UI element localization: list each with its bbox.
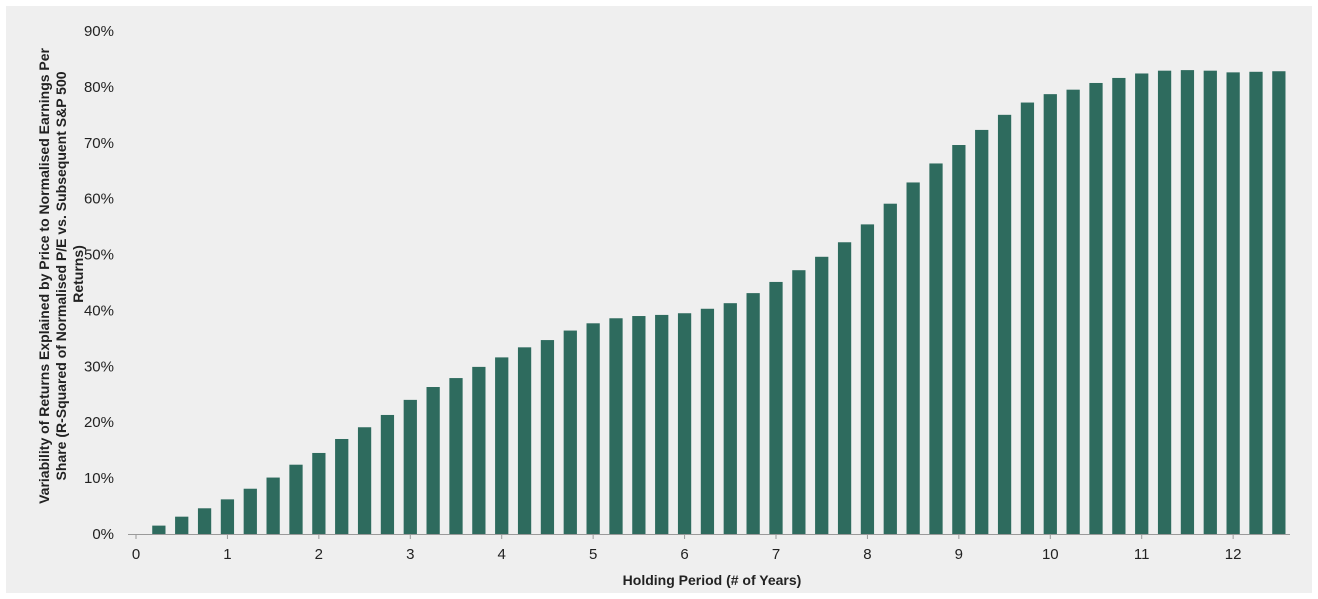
bar — [426, 387, 440, 534]
bar — [175, 516, 189, 534]
bar — [655, 314, 669, 534]
x-tick-label: 3 — [406, 546, 414, 563]
bar — [540, 340, 555, 534]
bar — [1066, 89, 1080, 535]
bar — [1203, 70, 1217, 535]
bar — [837, 242, 852, 534]
bar — [312, 452, 326, 534]
x-tick-label: 6 — [680, 546, 688, 563]
bar — [380, 414, 395, 534]
x-tick-label: 12 — [1225, 546, 1242, 563]
bar — [883, 203, 897, 534]
x-tick-label: 8 — [863, 546, 871, 563]
bar — [1020, 102, 1035, 534]
bar — [1180, 70, 1195, 535]
y-axis-ticks: 0% 10% 20% 30% 40% 50% 60% 70% 80% 90% — [84, 23, 114, 543]
bar — [1157, 70, 1172, 535]
x-tick-label: 1 — [223, 546, 231, 563]
x-axis-ticks: 0 1 2 3 4 5 6 7 8 9 10 11 12 — [132, 534, 1242, 563]
bar — [723, 303, 737, 534]
bar — [403, 399, 417, 534]
bar — [1112, 77, 1126, 534]
bar — [746, 293, 760, 534]
bar — [677, 313, 692, 534]
bar — [700, 308, 715, 534]
y-tick-label: 10% — [84, 470, 114, 487]
bar — [997, 114, 1012, 534]
bar — [563, 330, 577, 534]
bar — [609, 318, 623, 534]
x-tick-label: 2 — [315, 546, 323, 563]
x-tick-label: 11 — [1134, 546, 1150, 563]
y-tick-label: 20% — [84, 414, 114, 431]
y-tick-label: 0% — [92, 526, 114, 543]
x-tick-label: 0 — [132, 546, 140, 563]
y-axis-title-line-3: Returns) — [70, 245, 86, 303]
x-tick-label: 5 — [589, 546, 597, 563]
y-tick-label: 40% — [84, 302, 114, 319]
y-axis-title-line-1: Variability of Returns Explained by Pric… — [36, 47, 52, 503]
y-tick-label: 30% — [84, 358, 114, 375]
y-tick-label: 90% — [84, 23, 114, 40]
bar — [906, 182, 920, 534]
x-tick-label: 10 — [1042, 546, 1059, 563]
bar — [815, 256, 829, 534]
bar — [449, 378, 463, 534]
y-tick-label: 70% — [84, 135, 114, 152]
bar — [769, 281, 783, 534]
y-axis-title-line-2: Share (R-Squared of Normalised P/E vs. S… — [53, 71, 69, 480]
bar — [1272, 71, 1286, 535]
bar — [1089, 82, 1103, 534]
y-tick-label: 80% — [84, 79, 114, 96]
bar — [289, 464, 303, 534]
bar — [586, 323, 600, 534]
bar — [1226, 72, 1240, 535]
bar — [929, 163, 943, 534]
x-tick-label: 4 — [498, 546, 506, 563]
x-tick-label: 7 — [772, 546, 780, 563]
y-tick-label: 50% — [84, 247, 114, 264]
y-axis-title: Variability of Returns Explained by Pric… — [36, 44, 86, 504]
bar — [495, 357, 509, 534]
bar — [152, 525, 166, 534]
bar — [220, 499, 235, 534]
bar — [517, 347, 532, 534]
bar — [952, 145, 966, 534]
bar — [632, 316, 646, 534]
bar — [1249, 71, 1263, 535]
x-axis-title: Holding Period (# of Years) — [623, 572, 802, 588]
bar — [1043, 94, 1057, 535]
bar — [335, 438, 349, 534]
bar — [1135, 73, 1149, 534]
bar — [975, 129, 989, 535]
bar — [792, 270, 806, 534]
bar — [860, 224, 875, 534]
bar — [243, 488, 257, 534]
bar — [357, 427, 372, 534]
y-tick-label: 60% — [84, 191, 114, 208]
bars-layer — [152, 70, 1286, 535]
x-tick-label: 9 — [955, 546, 963, 563]
bar — [472, 366, 486, 534]
bar — [266, 477, 280, 534]
bar — [197, 508, 212, 534]
